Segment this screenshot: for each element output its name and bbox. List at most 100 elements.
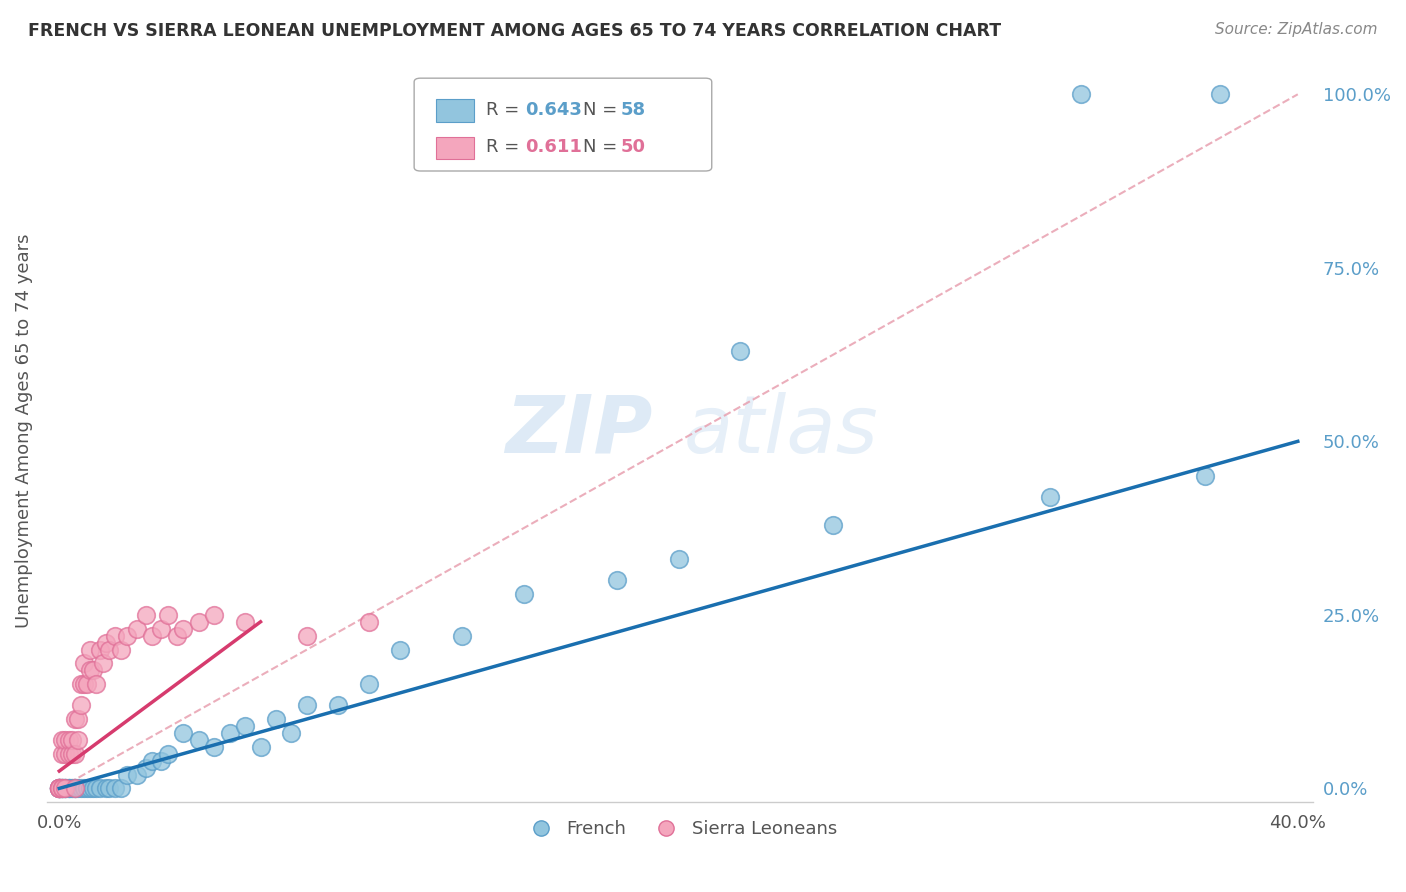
Point — [295, 629, 318, 643]
Point — [48, 781, 70, 796]
Point — [63, 781, 86, 796]
Point — [63, 781, 86, 796]
Point — [79, 642, 101, 657]
Point — [70, 781, 93, 796]
Point — [110, 781, 132, 796]
Text: R =: R = — [486, 101, 526, 119]
Point — [70, 698, 93, 712]
Point — [135, 607, 157, 622]
Point — [63, 712, 86, 726]
Point — [94, 781, 117, 796]
Text: ZIP: ZIP — [505, 392, 652, 470]
Point — [66, 781, 89, 796]
Point — [86, 781, 108, 796]
Point — [55, 732, 77, 747]
Point — [1209, 87, 1232, 102]
Y-axis label: Unemployment Among Ages 65 to 74 years: Unemployment Among Ages 65 to 74 years — [15, 234, 32, 628]
Point — [60, 732, 83, 747]
Point — [55, 781, 77, 796]
Point — [172, 726, 194, 740]
Point — [73, 781, 96, 796]
Point — [76, 781, 98, 796]
Point — [58, 732, 80, 747]
Point — [1070, 87, 1092, 102]
Point — [89, 642, 111, 657]
Point — [55, 781, 77, 796]
Point — [89, 781, 111, 796]
Point — [51, 747, 73, 761]
Point — [48, 781, 70, 796]
Point — [55, 747, 77, 761]
Point — [388, 642, 411, 657]
Point — [141, 754, 163, 768]
Point — [66, 712, 89, 726]
Point — [79, 664, 101, 678]
Point — [86, 677, 108, 691]
Text: R =: R = — [486, 138, 526, 156]
FancyBboxPatch shape — [436, 137, 474, 160]
Point — [51, 781, 73, 796]
Point — [218, 726, 240, 740]
Point — [51, 781, 73, 796]
Text: N =: N = — [582, 138, 623, 156]
Point — [156, 747, 179, 761]
Point — [156, 607, 179, 622]
Point — [51, 781, 73, 796]
Point — [73, 677, 96, 691]
Point — [104, 781, 127, 796]
Point — [117, 767, 139, 781]
Point — [60, 781, 83, 796]
Point — [264, 712, 287, 726]
Point — [48, 781, 70, 796]
Point — [97, 781, 120, 796]
Point — [326, 698, 349, 712]
Point — [55, 781, 77, 796]
Text: 0.643: 0.643 — [526, 101, 582, 119]
Point — [110, 642, 132, 657]
Point — [79, 781, 101, 796]
Point — [187, 615, 209, 629]
Point — [82, 664, 104, 678]
Point — [295, 698, 318, 712]
Point — [48, 781, 70, 796]
Point — [166, 629, 188, 643]
Point — [51, 732, 73, 747]
Point — [125, 767, 148, 781]
Point — [97, 642, 120, 657]
Point — [249, 739, 271, 754]
Point — [60, 747, 83, 761]
Point — [82, 781, 104, 796]
Point — [66, 732, 89, 747]
Point — [63, 747, 86, 761]
Text: N =: N = — [582, 101, 623, 119]
Point — [60, 781, 83, 796]
Point — [135, 760, 157, 774]
Text: 50: 50 — [620, 138, 645, 156]
Point — [51, 781, 73, 796]
Point — [606, 573, 628, 587]
Point — [48, 781, 70, 796]
Point — [357, 615, 380, 629]
Point — [76, 677, 98, 691]
Legend: French, Sierra Leoneans: French, Sierra Leoneans — [516, 813, 844, 846]
Point — [91, 657, 114, 671]
Point — [823, 517, 845, 532]
Text: atlas: atlas — [685, 392, 879, 470]
Point — [1194, 469, 1216, 483]
Point — [150, 754, 173, 768]
Point — [233, 615, 256, 629]
Point — [141, 629, 163, 643]
Point — [51, 781, 73, 796]
Point — [48, 781, 70, 796]
Text: 58: 58 — [620, 101, 645, 119]
Point — [51, 781, 73, 796]
Point — [104, 629, 127, 643]
Point — [202, 607, 225, 622]
Point — [48, 781, 70, 796]
Text: FRENCH VS SIERRA LEONEAN UNEMPLOYMENT AMONG AGES 65 TO 74 YEARS CORRELATION CHAR: FRENCH VS SIERRA LEONEAN UNEMPLOYMENT AM… — [28, 22, 1001, 40]
FancyBboxPatch shape — [415, 78, 711, 171]
Point — [202, 739, 225, 754]
Point — [94, 635, 117, 649]
Point — [512, 587, 534, 601]
Point — [48, 781, 70, 796]
